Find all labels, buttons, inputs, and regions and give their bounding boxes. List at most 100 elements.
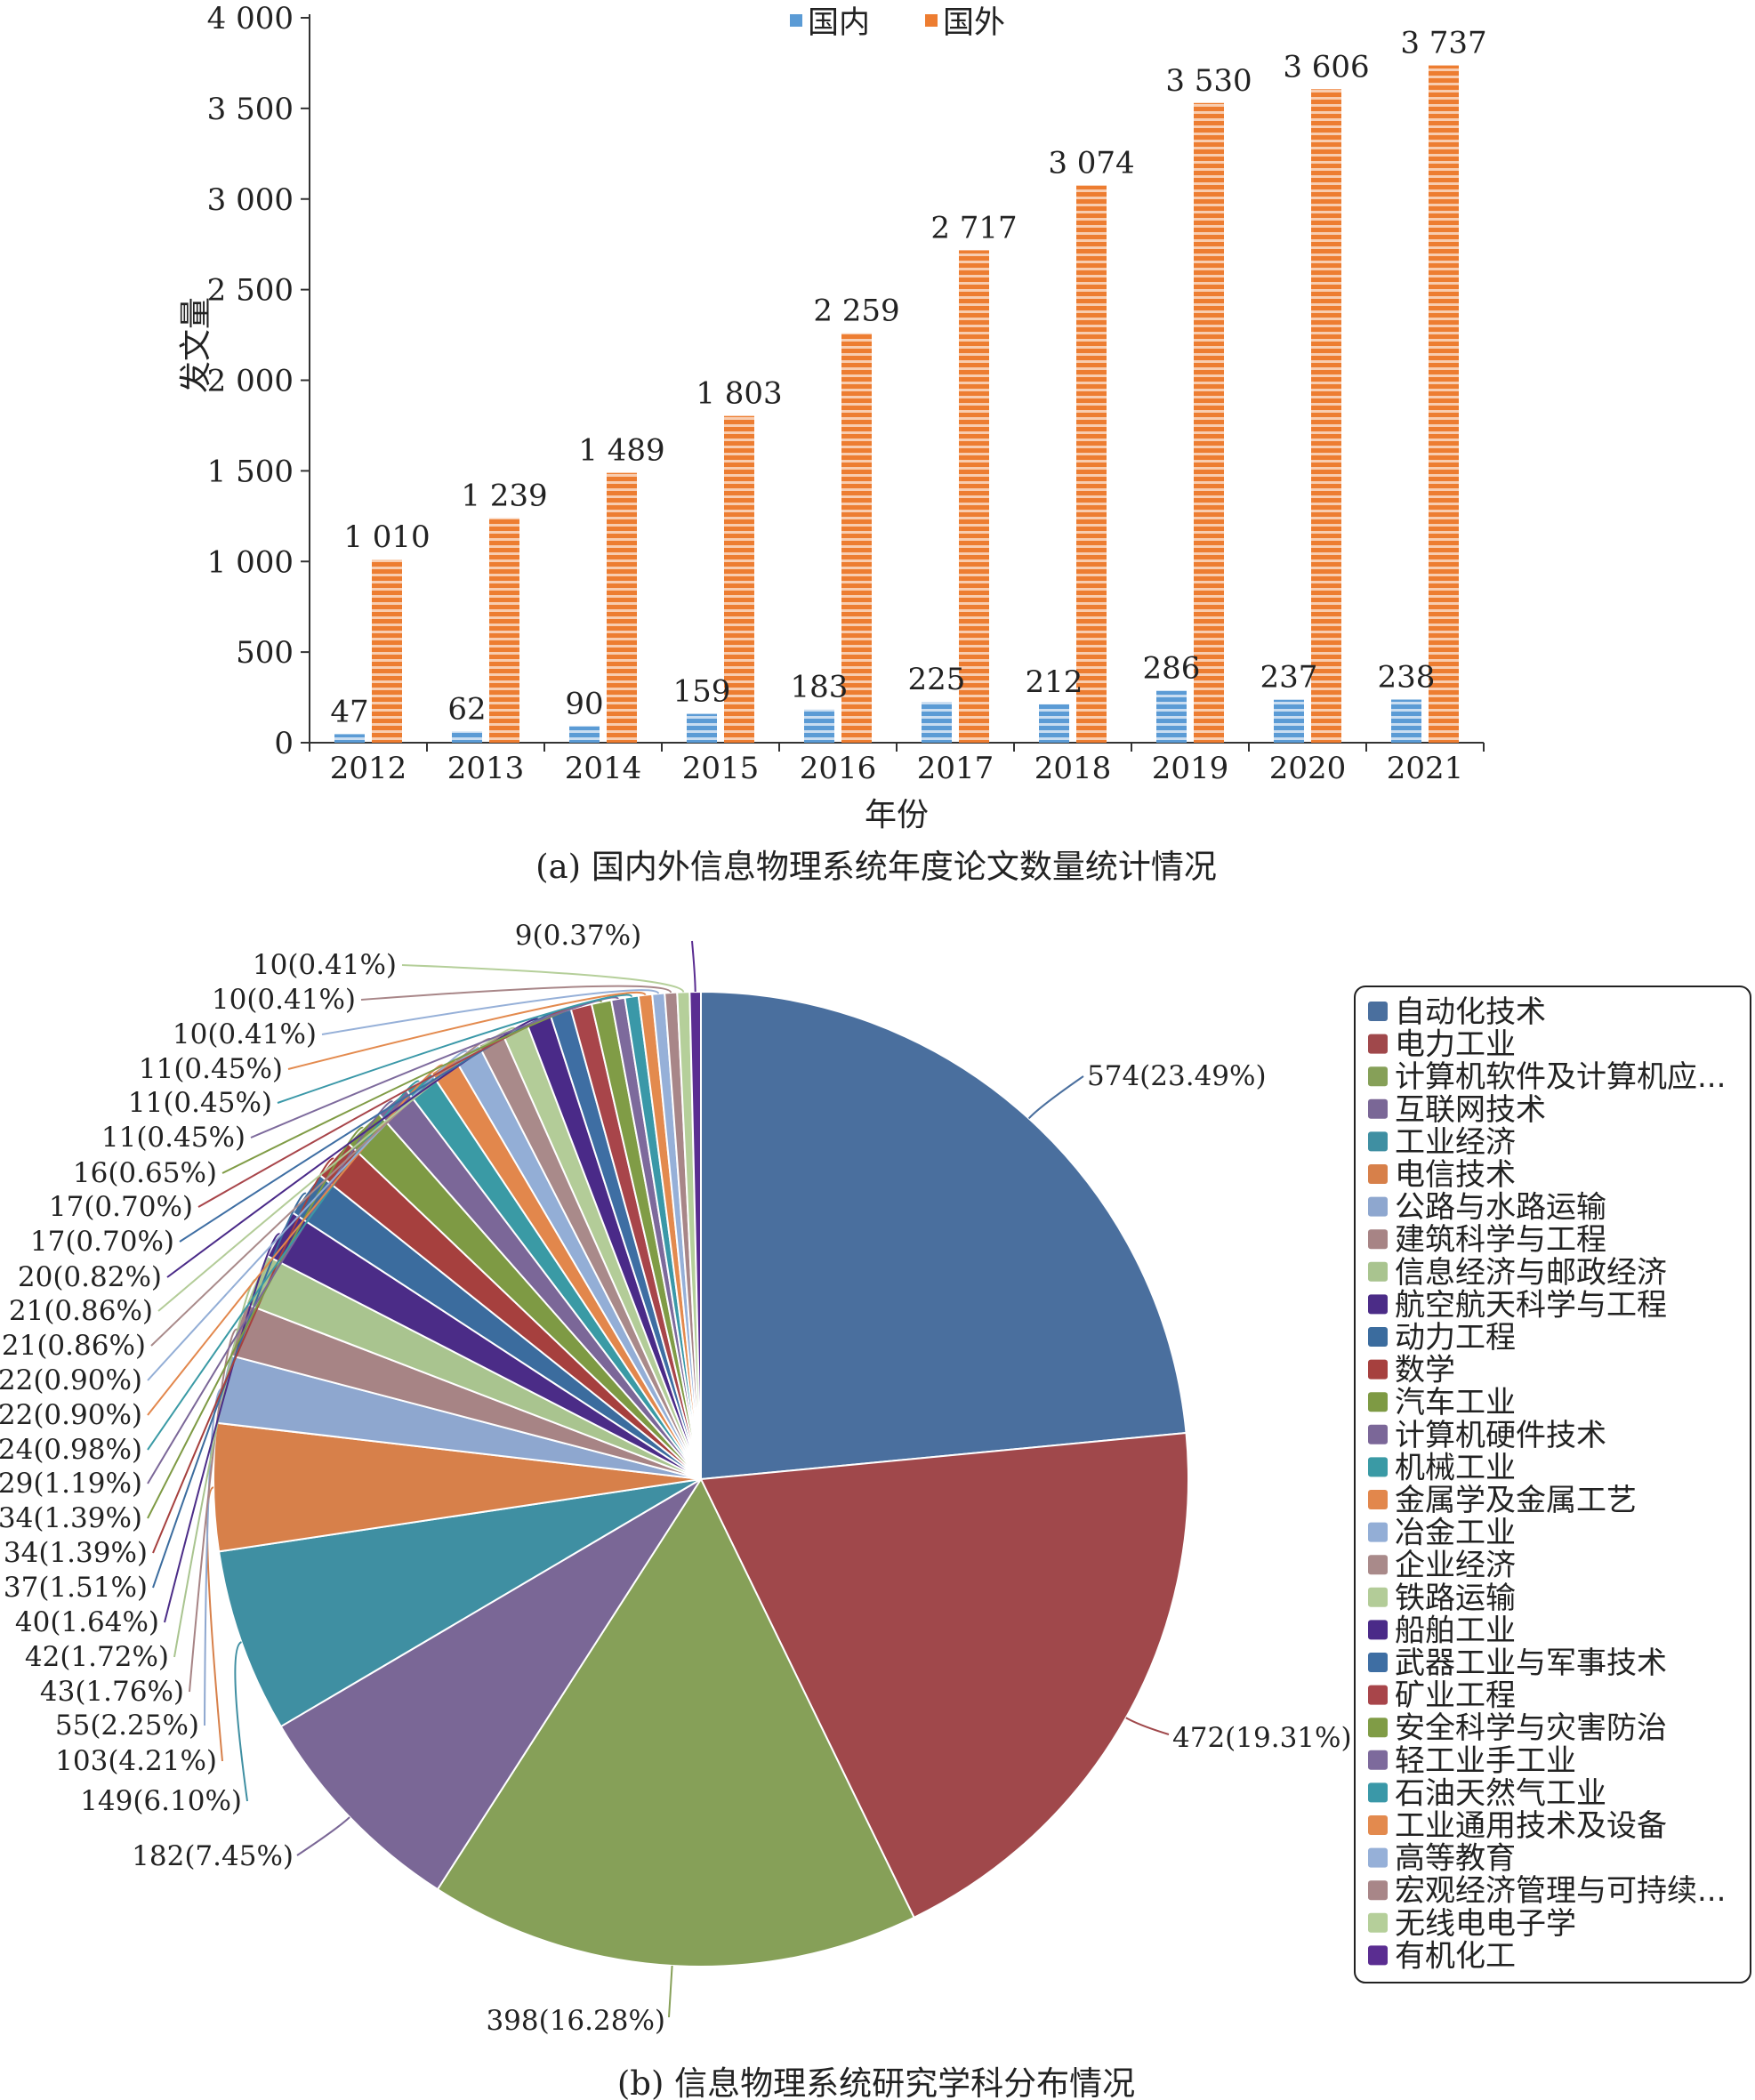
pie-legend-label-4: 工业经济 [1395, 1124, 1516, 1160]
pie-legend-label-9: 航空航天科学与工程 [1395, 1287, 1667, 1323]
bar-label-foreign-2015: 1 803 [696, 376, 782, 412]
bar-label-domestic-2019: 286 [1143, 651, 1201, 687]
pie-legend-label-22: 安全科学与灾害防治 [1395, 1710, 1667, 1746]
pie-legend-label-11: 数学 [1395, 1353, 1455, 1388]
pie-leader-lines [147, 940, 1170, 2018]
pie-legend-swatch-27 [1368, 1880, 1388, 1901]
x-tick-label: 2016 [800, 751, 877, 786]
pie-legend-label-29: 有机化工 [1395, 1938, 1516, 1974]
chart-b-caption: (b) 信息物理系统研究学科分布情况 [617, 2064, 1135, 2100]
bar-domestic-2018 [1039, 704, 1069, 743]
pie-leader-9 [164, 1233, 280, 1623]
bar-label-domestic-2013: 62 [447, 691, 486, 727]
pie-legend-swatch-12 [1368, 1392, 1388, 1412]
bar-label-foreign-2014: 1 489 [578, 433, 664, 469]
pie-legend-swatch-17 [1368, 1555, 1388, 1575]
bar-foreign-2014 [607, 472, 637, 743]
pie-legend-swatch-15 [1368, 1490, 1388, 1509]
pie-legend-swatch-1 [1368, 1034, 1388, 1054]
y-tick-label: 2 000 [207, 364, 294, 399]
pie-slices [213, 990, 1189, 1967]
pie-legend-swatch-19 [1368, 1620, 1388, 1640]
pie-legend-swatch-7 [1368, 1229, 1388, 1250]
pie-leader-5 [206, 1486, 223, 1762]
bar-domestic-2015 [687, 713, 717, 743]
pie-label-0: 574(23.49%) [1087, 1060, 1267, 1092]
y-tick-label: 4 000 [207, 1, 294, 36]
bar-domestic-2013 [452, 731, 482, 743]
pie-label-19: 20(0.82%) [18, 1261, 162, 1293]
y-tick-label: 3 000 [207, 182, 294, 218]
pie-leader-3 [296, 1816, 350, 1856]
bar-label-domestic-2015: 159 [673, 674, 731, 710]
bar-label-foreign-2021: 3 737 [1400, 26, 1486, 61]
pie-leader-26 [321, 989, 660, 1035]
pie-legend-label-21: 矿业工程 [1395, 1678, 1516, 1714]
pie-leader-1 [1125, 1717, 1170, 1735]
bar-label-domestic-2017: 225 [908, 662, 966, 697]
x-tick-label: 2013 [447, 751, 525, 786]
pie-legend-swatch-18 [1368, 1587, 1388, 1607]
pie-slice-3 [279, 1478, 702, 1891]
x-tick-label: 2018 [1034, 751, 1112, 786]
pie-label-22: 16(0.65%) [73, 1157, 217, 1189]
pie-legend-swatch-28 [1368, 1912, 1388, 1933]
pie-label-1: 472(19.31%) [1172, 1722, 1352, 1754]
x-tick-label: 2020 [1269, 751, 1347, 786]
pie-legend-swatch-25 [1368, 1815, 1388, 1835]
x-tick-label: 2014 [565, 751, 642, 786]
pie-legend-label-28: 无线电电子学 [1395, 1906, 1576, 1942]
bar-label-foreign-2019: 3 530 [1165, 63, 1252, 99]
pie-label-10: 37(1.51%) [4, 1572, 148, 1604]
pie-label-4: 149(6.10%) [80, 1785, 242, 1817]
x-tick-label: 2019 [1152, 751, 1229, 786]
pie-slice-4 [217, 1478, 702, 1728]
pie-legend-label-6: 公路与水路运输 [1395, 1190, 1606, 1226]
pie-legend-label-27: 宏观经济管理与可持续... [1395, 1873, 1726, 1909]
pie-legend-label-19: 船舶工业 [1395, 1613, 1516, 1648]
pie-label-7: 43(1.76%) [40, 1676, 184, 1708]
pie-leader-4 [234, 1641, 248, 1802]
bar-label-domestic-2014: 90 [565, 687, 603, 722]
pie-legend-label-17: 企业经济 [1395, 1548, 1516, 1583]
pie-leader-2 [668, 1965, 673, 2018]
bar-domestic-2012 [334, 734, 365, 743]
bar-domestic-2019 [1156, 690, 1187, 743]
pie-slice-1 [699, 1431, 1189, 1919]
pie-legend-label-23: 轻工业手工业 [1395, 1743, 1576, 1779]
pie-legend-label-14: 机械工业 [1395, 1450, 1516, 1485]
pie-legend-label-16: 冶金工业 [1395, 1516, 1516, 1551]
pie-label-15: 22(0.90%) [0, 1399, 142, 1431]
pie-legend-label-26: 高等教育 [1395, 1841, 1516, 1877]
y-tick-label: 1 500 [207, 454, 294, 489]
x-tick-label: 2021 [1387, 751, 1464, 786]
pie-legend-label-15: 金属学及金属工艺 [1395, 1483, 1637, 1518]
pie-legend-label-3: 互联网技术 [1395, 1092, 1546, 1128]
pie-label-21: 17(0.70%) [49, 1191, 193, 1223]
y-tick-label: 1 000 [207, 544, 294, 580]
pie-legend-label-7: 建筑科学与工程 [1395, 1222, 1606, 1258]
pie-label-27: 10(0.41%) [212, 984, 356, 1016]
pie-legend-swatch-29 [1368, 1945, 1388, 1966]
pie-label-11: 34(1.39%) [4, 1537, 148, 1569]
pie-label-28: 10(0.41%) [253, 949, 397, 981]
pie-legend-label-24: 石油天然气工业 [1395, 1775, 1606, 1811]
bar-label-foreign-2020: 3 606 [1283, 49, 1369, 84]
bar-foreign-2013 [489, 518, 519, 743]
pie-label-17: 21(0.86%) [2, 1330, 146, 1362]
pie-legend-swatch-9 [1368, 1294, 1388, 1315]
pie-leader-19 [166, 1018, 540, 1278]
y-tick-label: 2 500 [207, 273, 294, 309]
pie-label-8: 42(1.72%) [25, 1641, 169, 1673]
pie-legend-swatch-26 [1368, 1847, 1388, 1868]
pie-legend-swatch-21 [1368, 1685, 1388, 1705]
bar-foreign-2015 [724, 415, 754, 743]
bar-label-foreign-2013: 1 239 [461, 479, 547, 514]
legend-swatch-domestic [790, 14, 802, 27]
pie-label-25: 11(0.45%) [139, 1053, 283, 1085]
pie-label-6: 55(2.25%) [55, 1710, 199, 1742]
bar-foreign-2017 [959, 250, 989, 743]
pie-label-5: 103(4.21%) [55, 1745, 217, 1777]
bar-foreign-2016 [841, 333, 872, 743]
pie-value-labels: 574(23.49%) 472(19.31%) 398(16.28%) 182(7.4… [0, 920, 1352, 2037]
